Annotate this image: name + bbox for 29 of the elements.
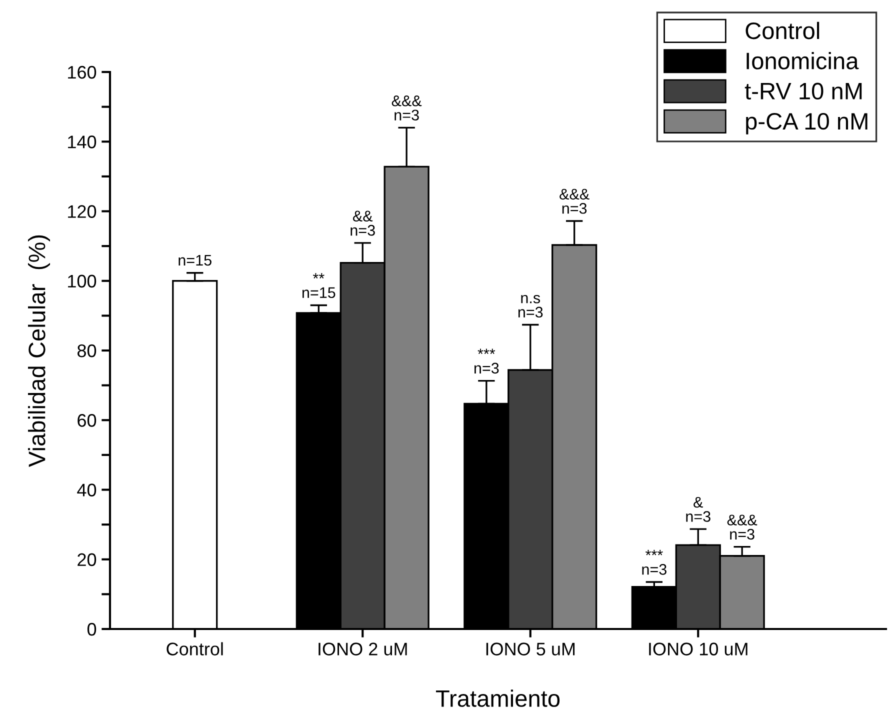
annotation: n=15 — [178, 255, 212, 266]
y-tick-label: 140 — [68, 136, 96, 148]
annotation: &&& n=3 — [560, 188, 590, 214]
annotation: &&& n=3 — [727, 514, 758, 540]
legend-label: t-RV 10 nM — [744, 82, 862, 100]
x-tick-label: IONO 2 uM — [318, 642, 407, 656]
annotation: *** n=3 — [642, 550, 666, 575]
legend-label: p-CA 10 nM — [746, 112, 868, 134]
annotation: ** n=15 — [302, 273, 336, 298]
y-tick-label: 100 — [68, 274, 96, 288]
legend-label: Control — [746, 22, 820, 40]
y-tick-label: 40 — [77, 484, 96, 496]
y-axis-title: Viabilidad Celular (%) — [28, 235, 50, 467]
x-tick-label: Control — [166, 642, 223, 656]
y-tick-label: 160 — [68, 66, 96, 79]
annotation: &&& n=3 — [392, 96, 422, 121]
annotation: n.s n=3 — [518, 294, 543, 318]
x-tick-label: IONO 5 uM — [486, 642, 575, 656]
legend-label: Ionomicina — [746, 52, 859, 70]
annotation: && n=3 — [350, 210, 375, 236]
y-tick-label: 20 — [78, 553, 96, 566]
x-axis-title: Tratamiento — [436, 690, 560, 707]
annotation: *** n=3 — [474, 348, 499, 374]
y-tick-label: 80 — [78, 344, 96, 358]
y-tick-label: 120 — [68, 205, 96, 218]
x-tick-label: IONO 10 uM — [649, 642, 748, 656]
y-tick-label: 60 — [78, 414, 96, 427]
y-tick-label: 0 — [87, 622, 96, 636]
annotation: & n=3 — [686, 496, 710, 522]
